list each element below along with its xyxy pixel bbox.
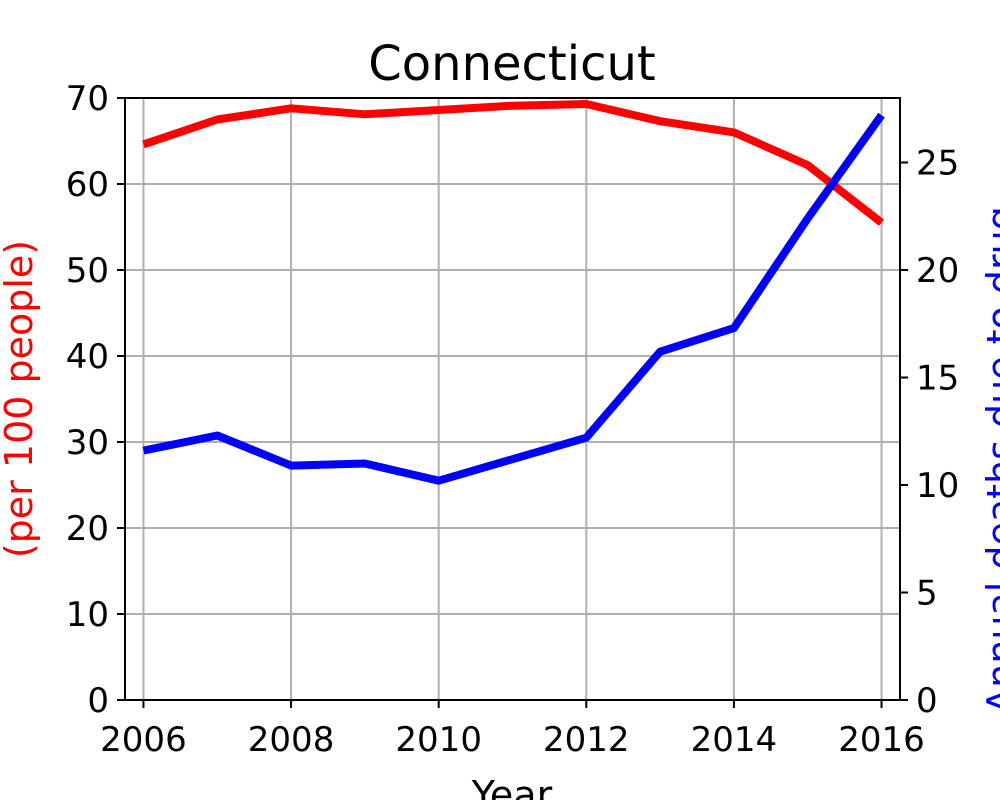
series-lines <box>142 100 885 485</box>
right-y-tick-label: 5 <box>916 574 938 614</box>
x-tick-label: 2016 <box>838 720 925 760</box>
left-y-axis-label: (per 100 people) <box>0 240 41 558</box>
plot-frame <box>124 97 901 701</box>
right-y-axis-label: Annual deaths due to drug <box>979 206 1000 714</box>
right-y-tick-label: 15 <box>916 359 959 399</box>
x-axis-label: Year <box>471 773 553 800</box>
left-y-tick-label: 10 <box>66 595 109 635</box>
x-tick-label: 2010 <box>395 720 482 760</box>
x-tick-label: 2006 <box>100 720 187 760</box>
left-y-tick-label: 60 <box>66 165 109 205</box>
right-y-tick-label: 20 <box>916 251 959 291</box>
chart-title: Connecticut <box>368 36 655 92</box>
series-line-1 <box>142 100 884 226</box>
left-y-tick-label: 20 <box>66 509 109 549</box>
left-y-tick-label: 0 <box>87 681 109 721</box>
left-y-tick-label: 40 <box>66 337 109 377</box>
x-tick-label: 2008 <box>248 720 335 760</box>
axis-ticks: 2006 2008 2010 2012 2014 20160102030405060700… <box>66 79 960 760</box>
grid-lines <box>125 97 900 701</box>
right-y-tick-label: 10 <box>916 466 959 506</box>
series-line-2 <box>142 112 885 485</box>
right-y-tick-label: 0 <box>916 681 938 721</box>
left-y-tick-label: 50 <box>66 251 109 291</box>
right-y-tick-label: 25 <box>916 144 959 184</box>
x-tick-label: 2014 <box>691 720 778 760</box>
left-y-tick-label: 30 <box>66 423 109 463</box>
left-y-tick-label: 70 <box>66 79 109 119</box>
x-tick-label: 2012 <box>543 720 630 760</box>
